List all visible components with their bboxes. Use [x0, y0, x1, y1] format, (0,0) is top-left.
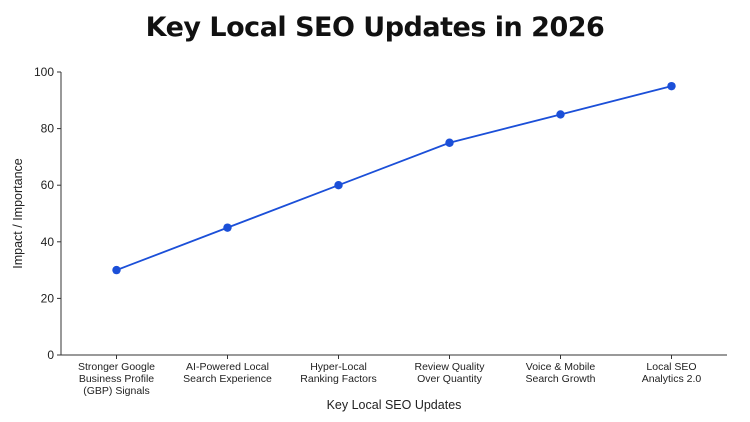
data-point — [112, 265, 121, 275]
series-line — [116, 85, 672, 271]
data-point — [556, 110, 565, 119]
series-group — [112, 81, 676, 275]
y-axis-ticks: 0 20 40 60 80 100 — [34, 65, 61, 362]
x-tick-label: AI-Powered Local Search Experience — [183, 361, 272, 385]
y-tick-label: 80 — [41, 122, 55, 136]
x-axis-ticks: Stronger Google Business Profile (GBP) Sig… — [78, 355, 701, 397]
y-tick-label: 100 — [34, 65, 54, 79]
y-tick-label: 0 — [47, 348, 54, 362]
x-tick-label: Hyper-Local Ranking Factors — [300, 361, 376, 385]
x-axis-label: Key Local SEO Updates — [327, 398, 462, 412]
data-point — [667, 81, 676, 91]
chart-title: Key Local SEO Updates in 2026 — [145, 12, 605, 43]
x-tick-label: Stronger Google Business Profile (GBP) Sig… — [78, 361, 155, 397]
y-tick-label: 60 — [41, 178, 55, 192]
x-tick-label: Local SEO Analytics 2.0 — [642, 361, 702, 385]
data-point — [223, 223, 232, 232]
y-tick-label: 40 — [41, 235, 55, 249]
x-tick-label: Review Quality Over Quantity — [414, 361, 485, 385]
data-point — [334, 181, 343, 190]
y-axis-label: Impact / Importance — [11, 158, 25, 269]
x-tick-label: Voice & Mobile Search Growth — [525, 361, 595, 385]
y-tick-label: 20 — [41, 291, 55, 305]
data-point — [445, 138, 454, 147]
